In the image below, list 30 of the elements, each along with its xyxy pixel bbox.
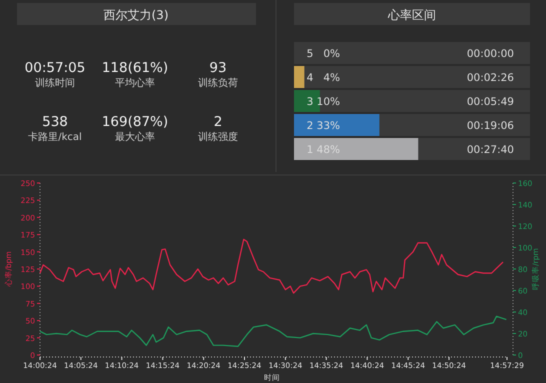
text: 平均心率 xyxy=(115,77,155,89)
text: 00:19:06 xyxy=(466,120,514,132)
text: 118(61%) xyxy=(102,60,168,76)
data-label: 4% xyxy=(323,72,340,84)
text: 训练时间 xyxy=(35,77,75,89)
text: 卡路里/kcal xyxy=(28,131,82,143)
bar xyxy=(294,66,304,88)
y-tick-label: 2 xyxy=(306,120,314,132)
text: 93 xyxy=(209,60,227,76)
data-label: 10% xyxy=(316,96,340,108)
data-label: 0% xyxy=(323,48,340,60)
text: 00:27:40 xyxy=(466,144,514,156)
text: 538 xyxy=(42,114,68,130)
text: 2 xyxy=(214,114,222,130)
data-label: 33% xyxy=(316,120,340,132)
text: 169(87%) xyxy=(102,114,168,130)
y-tick-label: 4 xyxy=(306,72,314,84)
text: 00:02:26 xyxy=(466,72,514,84)
text: 训练强度 xyxy=(198,131,238,143)
text: 训练负荷 xyxy=(198,77,238,89)
chart-title: 心率区间 xyxy=(387,8,436,22)
text: 00:00:00 xyxy=(466,48,514,60)
text: 西尔艾力(3) xyxy=(104,8,168,22)
y-tick-label: 3 xyxy=(306,96,314,108)
line-series xyxy=(39,238,504,294)
y-tick-label: 5 xyxy=(306,48,314,60)
line-series xyxy=(39,316,507,347)
text: 00:05:49 xyxy=(466,96,514,108)
text: 最大心率 xyxy=(115,131,155,143)
text: 00:57:05 xyxy=(24,60,86,76)
